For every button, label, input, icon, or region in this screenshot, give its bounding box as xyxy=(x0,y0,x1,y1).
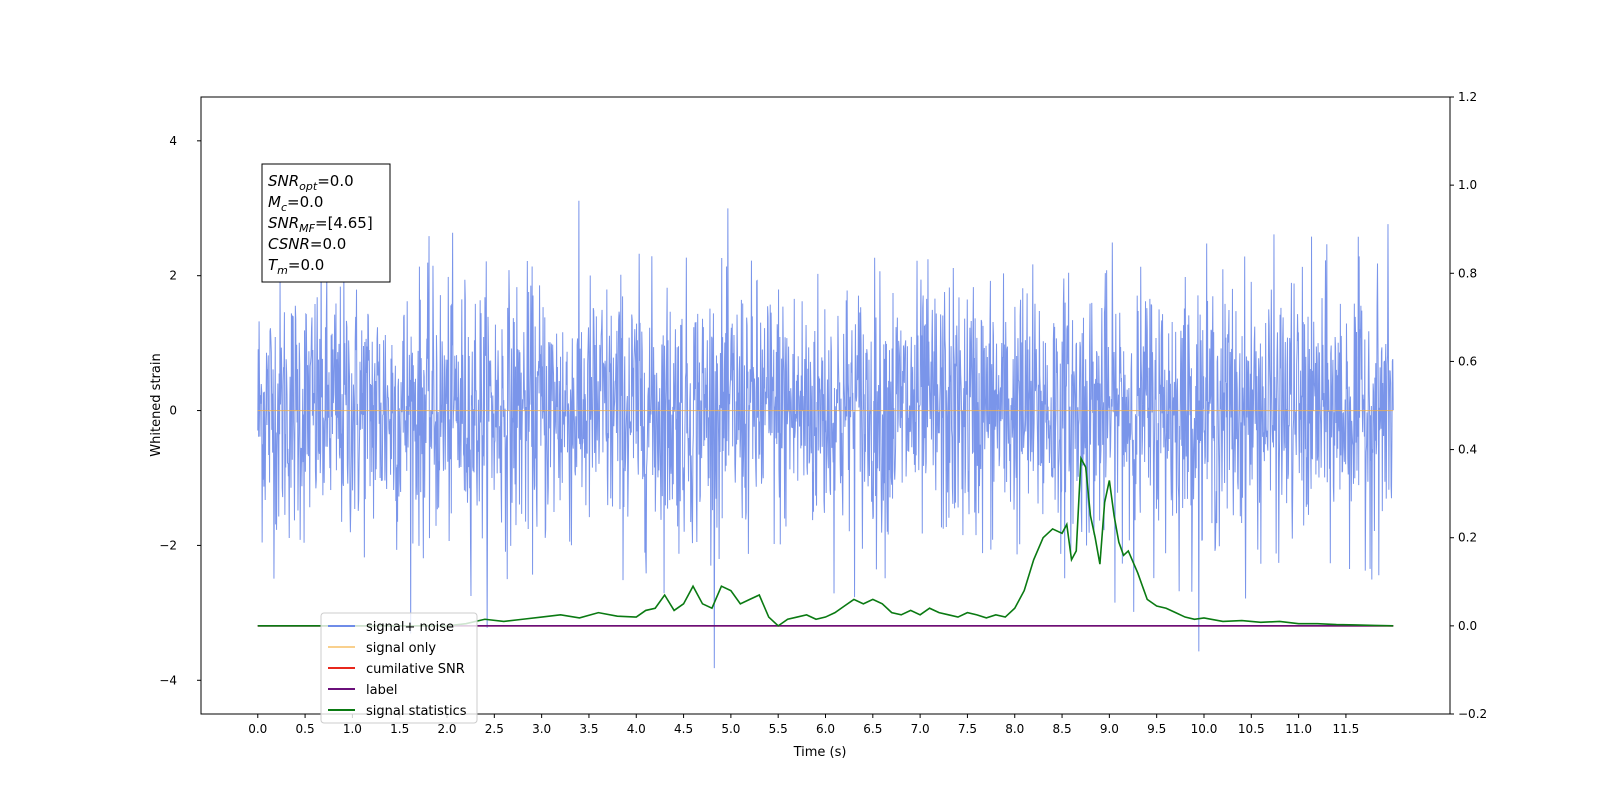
x-tick-label: 7.0 xyxy=(911,722,930,736)
y2-tick-label: 0.4 xyxy=(1458,443,1477,457)
x-tick-label: 10.5 xyxy=(1238,722,1265,736)
x-tick-label: 0.5 xyxy=(296,722,315,736)
x-axis: 0.0 0.5 1.0 1.5 2.0 2.5 3.0 3.5 4.0 4.5 5.0 5.5 6.0 6… xyxy=(248,714,1359,736)
y-axis-label: Whitened strain xyxy=(149,353,164,456)
x-tick-label: 2.5 xyxy=(485,722,504,736)
legend-label: cumilative SNR xyxy=(366,662,465,677)
legend-label: label xyxy=(366,683,397,698)
x-tick-label: 3.5 xyxy=(579,722,598,736)
x-tick-label: 3.0 xyxy=(532,722,551,736)
info-line: Tm=0.0 xyxy=(268,256,324,277)
x-tick-label: 7.5 xyxy=(958,722,977,736)
y2-tick-label: 0.2 xyxy=(1458,531,1477,545)
y-tick-label: 4 xyxy=(169,134,177,148)
y-tick-label: 0 xyxy=(169,404,177,418)
x-tick-label: 1.0 xyxy=(343,722,362,736)
y-tick-label: −2 xyxy=(159,538,177,552)
x-tick-label: 11.0 xyxy=(1285,722,1312,736)
x-tick-label: 1.5 xyxy=(390,722,409,736)
y2-tick-label: 1.0 xyxy=(1458,178,1477,192)
legend: signal+ noise signal only cumilative SNR la… xyxy=(320,612,478,724)
x-tick-label: 10.0 xyxy=(1191,722,1218,736)
legend-label: signal statistics xyxy=(366,704,467,719)
x-tick-label: 9.0 xyxy=(1100,722,1119,736)
x-tick-label: 8.0 xyxy=(1005,722,1024,736)
y2-tick-label: −0.2 xyxy=(1458,707,1487,721)
x-tick-label: 4.0 xyxy=(627,722,646,736)
y2-tick-label: 1.2 xyxy=(1458,90,1477,104)
x-tick-label: 0.0 xyxy=(248,722,267,736)
x-tick-label: 9.5 xyxy=(1147,722,1166,736)
series-signal-noise xyxy=(257,200,1394,669)
x-tick-label: 11.5 xyxy=(1333,722,1360,736)
x-tick-label: 5.0 xyxy=(721,722,740,736)
x-axis-label: Time (s) xyxy=(793,745,847,760)
y-axis: 4 2 0 −2 −4 xyxy=(159,134,201,687)
info-line: CSNR=0.0 xyxy=(268,235,346,253)
y-tick-label: 2 xyxy=(169,269,177,283)
info-line: SNRMF=[4.65] xyxy=(268,214,373,235)
x-tick-label: 2.0 xyxy=(437,722,456,736)
y2-tick-label: 0.6 xyxy=(1458,354,1477,368)
y2-tick-label: 0.0 xyxy=(1458,619,1477,633)
y2-tick-label: 0.8 xyxy=(1458,266,1477,280)
x-tick-label: 5.5 xyxy=(769,722,788,736)
x-tick-label: 6.5 xyxy=(863,722,882,736)
y-tick-label: −4 xyxy=(159,673,177,687)
series-signal-statistics xyxy=(257,455,1394,627)
x-tick-label: 8.5 xyxy=(1053,722,1072,736)
legend-label: signal only xyxy=(366,641,436,656)
info-line: SNRopt=0.0 xyxy=(268,172,354,193)
x-tick-label: 4.5 xyxy=(674,722,693,736)
legend-label: signal+ noise xyxy=(366,620,454,635)
x-tick-label: 6.0 xyxy=(816,722,835,736)
y2-axis: 1.2 1.0 0.8 0.6 0.4 0.2 0.0 −0.2 xyxy=(1450,90,1487,721)
info-line: Mc=0.0 xyxy=(268,193,323,214)
